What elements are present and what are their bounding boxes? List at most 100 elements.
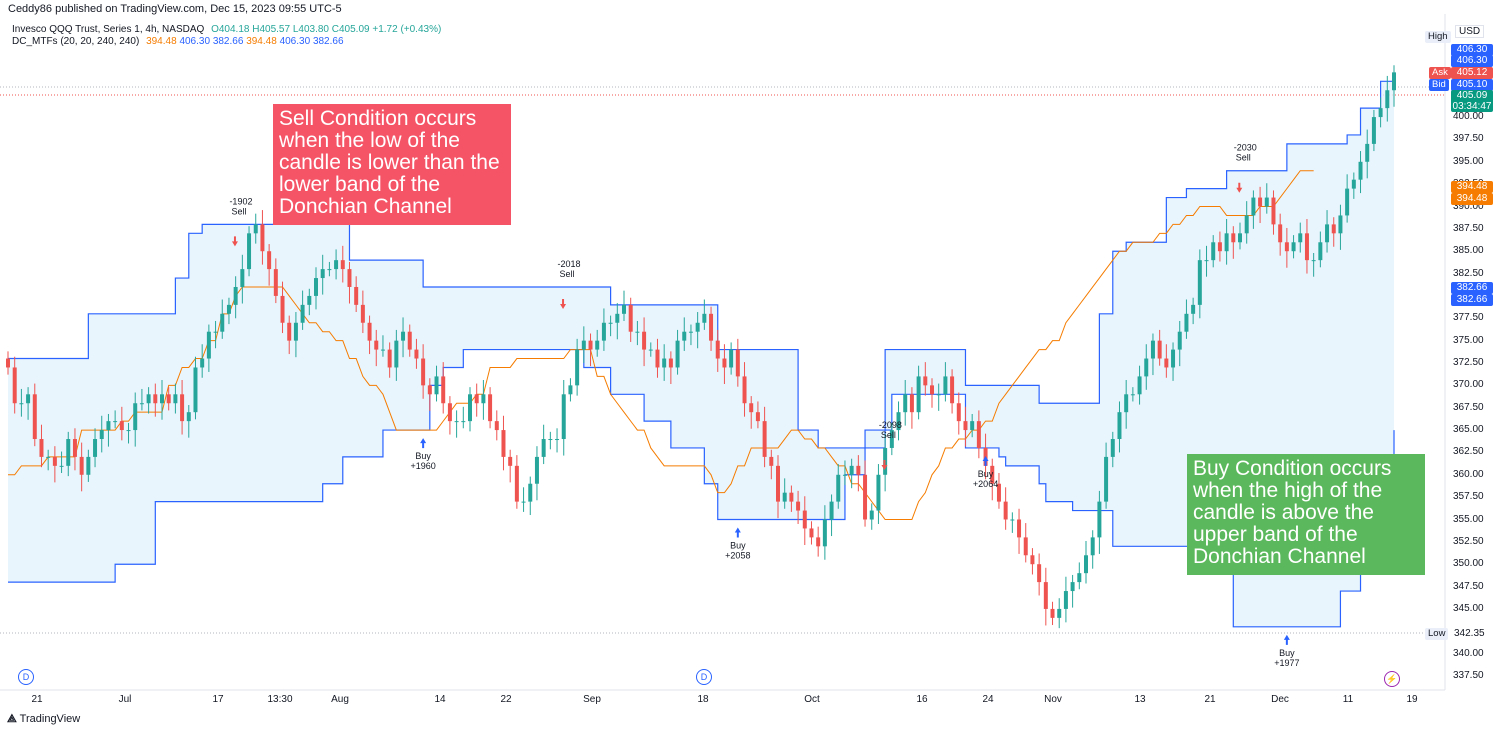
candle-body bbox=[153, 394, 158, 404]
candle-body bbox=[782, 492, 787, 502]
candle-body bbox=[595, 340, 600, 350]
candle bbox=[1311, 253, 1316, 277]
published-caption: Ceddy86 published on TradingView.com, De… bbox=[8, 3, 342, 15]
candle-body bbox=[1231, 233, 1236, 243]
candle bbox=[782, 478, 787, 509]
candle bbox=[414, 338, 419, 369]
dividend-marker-1[interactable]: D bbox=[18, 669, 34, 685]
candle bbox=[776, 455, 780, 519]
candle-body bbox=[253, 224, 258, 234]
candle-body bbox=[233, 286, 238, 305]
candle bbox=[468, 387, 472, 432]
candle-body bbox=[802, 510, 807, 529]
candle-body bbox=[327, 269, 332, 271]
candle-body bbox=[561, 394, 566, 440]
time-tick: 24 bbox=[982, 694, 994, 705]
candle-body bbox=[1311, 260, 1316, 262]
indicator-value-mid-2: 394.48 bbox=[246, 36, 277, 47]
candle bbox=[869, 503, 874, 530]
candle bbox=[769, 449, 774, 480]
candle bbox=[642, 317, 647, 367]
event-flash-marker[interactable]: ⚡ bbox=[1384, 671, 1400, 687]
price-tick: 360.00 bbox=[1453, 468, 1484, 480]
candle bbox=[1077, 562, 1082, 590]
candle-body bbox=[675, 340, 680, 368]
tradingview-footer[interactable]: ⟁ TradingView bbox=[7, 713, 80, 726]
candle bbox=[206, 324, 211, 372]
candle bbox=[1238, 222, 1242, 250]
candle bbox=[180, 379, 185, 435]
candle bbox=[374, 329, 379, 367]
candle bbox=[762, 406, 767, 468]
candle-body bbox=[1204, 260, 1209, 262]
candle-body bbox=[648, 349, 653, 351]
candle-body bbox=[514, 465, 519, 502]
signal-label: Sell bbox=[1236, 153, 1251, 163]
symbol-legend[interactable]: Invesco QQQ Trust, Series 1, 4h, NASDAQ … bbox=[12, 24, 441, 35]
price-tick: 340.00 bbox=[1453, 647, 1484, 659]
candle bbox=[1224, 219, 1229, 265]
time-tick: 19 bbox=[1406, 694, 1418, 705]
candle-body bbox=[816, 537, 821, 547]
price-tick: 377.50 bbox=[1453, 312, 1484, 324]
candle bbox=[1171, 342, 1176, 381]
candle bbox=[816, 526, 821, 557]
price-tick: 375.00 bbox=[1453, 334, 1484, 346]
buy-arrow-icon bbox=[1283, 634, 1290, 645]
candle bbox=[113, 410, 118, 429]
candle-body bbox=[555, 439, 560, 441]
candle bbox=[990, 458, 995, 501]
candle-body bbox=[829, 501, 834, 520]
candle bbox=[1043, 567, 1048, 626]
indicator-value-upper: 406.30 bbox=[179, 36, 211, 47]
time-tick: Nov bbox=[1044, 694, 1062, 705]
candle bbox=[822, 505, 827, 560]
candle bbox=[635, 320, 640, 346]
candle-body bbox=[568, 385, 573, 395]
candle bbox=[722, 344, 727, 385]
dividend-marker-2[interactable]: D bbox=[696, 669, 712, 685]
candle-body bbox=[173, 394, 178, 404]
candle bbox=[12, 356, 17, 414]
candle bbox=[1150, 333, 1155, 376]
last-price-badge: 405.09 03:34:47 bbox=[1451, 90, 1493, 112]
candle bbox=[1017, 508, 1022, 554]
signal-id: -2098 bbox=[879, 420, 902, 430]
candle bbox=[119, 406, 124, 441]
candle-body bbox=[863, 474, 868, 520]
sell-arrow-icon bbox=[560, 298, 567, 309]
bid-value: 405.10 bbox=[1451, 79, 1493, 91]
candle bbox=[72, 428, 77, 471]
candle bbox=[401, 317, 406, 358]
signal-id: +2064 bbox=[973, 479, 998, 489]
candle-body bbox=[12, 367, 17, 404]
candle-body bbox=[320, 269, 325, 279]
candle-body bbox=[628, 304, 633, 332]
candle-body bbox=[133, 403, 138, 431]
time-tick: 11 bbox=[1342, 694, 1354, 705]
indicator-legend[interactable]: DC_MTFs (20, 20, 240, 240) 394.48 406.30… bbox=[12, 36, 344, 47]
candle-body bbox=[434, 376, 439, 395]
candle-body bbox=[1017, 519, 1022, 538]
candle-body bbox=[1104, 456, 1109, 502]
time-tick: 17 bbox=[212, 694, 224, 705]
currency-label[interactable]: USD bbox=[1455, 25, 1485, 38]
candle bbox=[1084, 540, 1088, 584]
candle bbox=[595, 329, 600, 357]
time-tick: Dec bbox=[1271, 694, 1289, 705]
candle-body bbox=[796, 501, 801, 511]
signal-label: Buy bbox=[730, 541, 746, 551]
candle-body bbox=[414, 349, 419, 359]
candle bbox=[347, 261, 352, 304]
candle-body bbox=[749, 403, 754, 413]
candle-body bbox=[528, 483, 533, 502]
candle bbox=[742, 362, 747, 417]
tradingview-brand: TradingView bbox=[19, 713, 81, 725]
candle bbox=[655, 338, 660, 378]
candle bbox=[1291, 235, 1296, 259]
candle-body bbox=[72, 439, 77, 457]
price-tick: 347.50 bbox=[1453, 580, 1484, 592]
candle-body bbox=[113, 421, 118, 423]
